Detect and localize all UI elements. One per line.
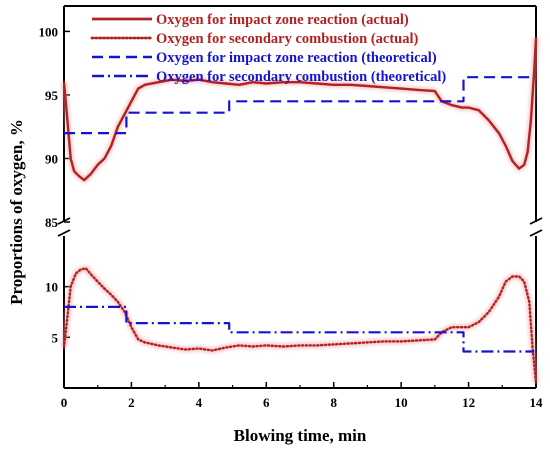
upper-y-tick-label-1: 90 bbox=[45, 151, 58, 166]
axis-break-marks bbox=[57, 217, 543, 237]
break-mark-left-bottom bbox=[57, 229, 71, 237]
x-tick-label-3: 6 bbox=[263, 395, 270, 410]
x-tick-label-4: 8 bbox=[330, 395, 337, 410]
x-tick-label-7: 14 bbox=[530, 395, 544, 410]
legend-label-0: Oxygen for impact zone reaction (actual) bbox=[156, 12, 409, 28]
legend-label-2: Oxygen for impact zone reaction (theoret… bbox=[156, 50, 437, 66]
series-line-1 bbox=[62, 267, 538, 385]
series-line-3 bbox=[64, 305, 535, 353]
series-line-0 bbox=[62, 37, 538, 182]
lower-y-tick-label-0: 5 bbox=[52, 330, 59, 345]
x-tick-label-2: 4 bbox=[196, 395, 203, 410]
series-halo-1 bbox=[61, 265, 539, 384]
x-tick-label-6: 12 bbox=[462, 395, 475, 410]
upper-y-tick-label-0: 85 bbox=[45, 215, 59, 230]
legend-label-1: Oxygen for secondary combustion (actual) bbox=[156, 31, 419, 47]
upper-y-tick-label-3: 100 bbox=[39, 24, 59, 39]
x-tick-label-1: 2 bbox=[128, 395, 135, 410]
ticks: 0 2 4 6 8 10 12 14 85 90 95 100 5 10 bbox=[39, 24, 544, 410]
x-tick-label-0: 0 bbox=[61, 395, 68, 410]
lower-panel-frame bbox=[63, 236, 537, 389]
series-line-2 bbox=[64, 76, 535, 135]
y-axis-label: Proportions of oxygen, % bbox=[7, 119, 26, 305]
x-tick-label-5: 10 bbox=[395, 395, 408, 410]
break-mark-right-top bbox=[529, 217, 543, 225]
lower-y-tick-label-1: 10 bbox=[45, 280, 58, 295]
x-axis-label: Blowing time, min bbox=[234, 426, 367, 445]
break-mark-left-top bbox=[57, 217, 71, 225]
legend: Oxygen for impact zone reaction (actual)… bbox=[90, 12, 446, 85]
legend-label-3: Oxygen for secondary combustion (theoret… bbox=[156, 69, 446, 85]
break-mark-right-bottom bbox=[529, 229, 543, 237]
upper-y-tick-label-2: 95 bbox=[45, 88, 59, 103]
series-lines bbox=[62, 37, 538, 385]
